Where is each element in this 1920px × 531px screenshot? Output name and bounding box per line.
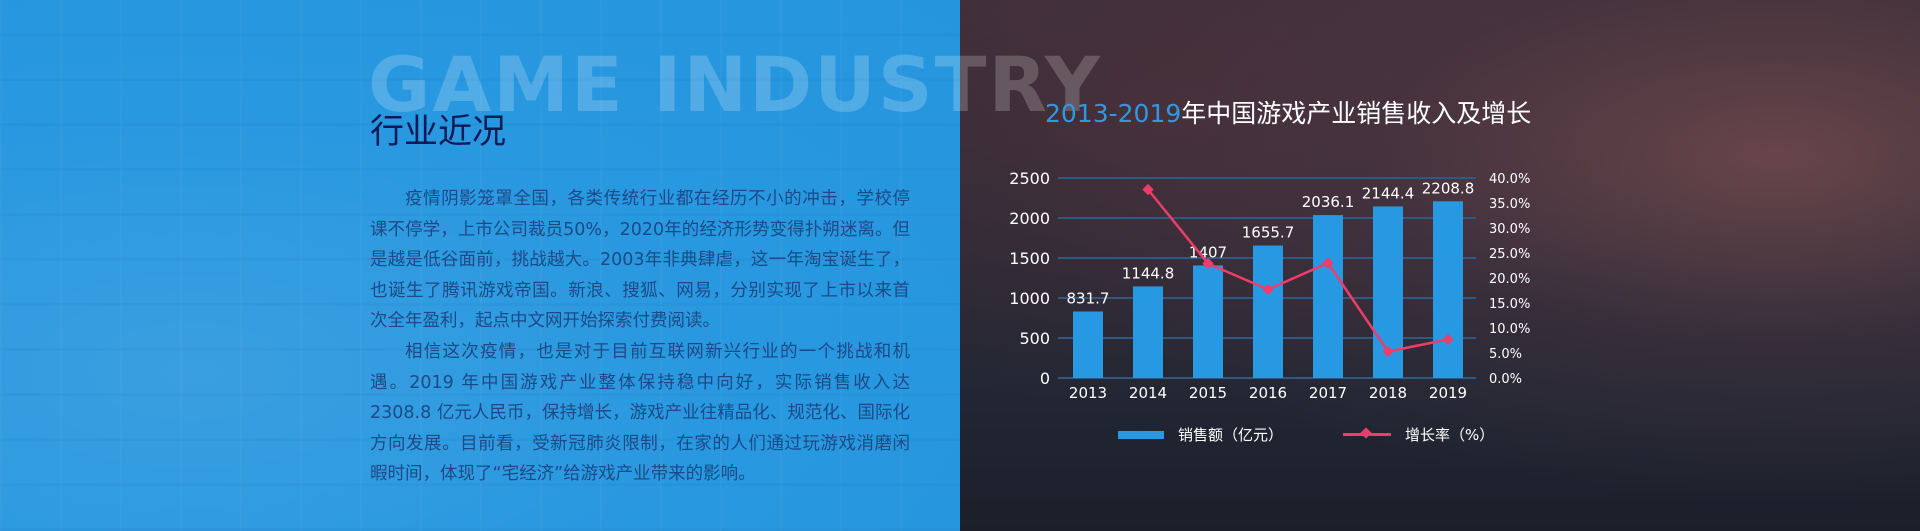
y-left-tick-label: 500 — [1019, 329, 1050, 348]
x-tick-label: 2017 — [1309, 384, 1347, 402]
growth-marker — [1262, 283, 1274, 296]
y-right-tick-label: 15.0% — [1489, 297, 1530, 312]
left-panel — [0, 0, 960, 531]
bar-value-label: 1655.7 — [1242, 224, 1295, 242]
paragraph: 相信这次疫情，也是对于目前互联网新兴行业的一个挑战和机遇。2019 年中国游戏产… — [370, 341, 910, 485]
chart-title: 2013-2019年中国游戏产业销售收入及增长 — [1045, 94, 1531, 130]
y-right-tick-label: 30.0% — [1489, 222, 1530, 237]
x-tick-label: 2015 — [1189, 384, 1227, 402]
legend-label-sales: 销售额（亿元） — [1178, 426, 1284, 444]
y-right-tick-label: 20.0% — [1489, 272, 1530, 287]
legend-bar-swatch — [1118, 430, 1164, 439]
bar — [1313, 215, 1343, 378]
growth-marker — [1202, 257, 1214, 270]
legend-line-swatch — [1343, 427, 1392, 439]
background-title: GAME INDUSTRY — [368, 40, 1102, 129]
y-right-tick-label: 0.0% — [1489, 372, 1522, 387]
bar — [1433, 201, 1463, 378]
growth-line — [1147, 188, 1449, 353]
growth-marker — [1442, 333, 1454, 346]
chart-title-years: 2013-2019 — [1045, 99, 1182, 128]
x-tick-label: 2018 — [1369, 384, 1407, 402]
y-left-tick-label: 2500 — [1009, 169, 1050, 188]
y-right-tick-label: 10.0% — [1489, 322, 1530, 337]
x-tick-label: 2016 — [1249, 384, 1287, 402]
body-text: 疫情阴影笼罩全国，各类传统行业都在经历不小的冲击，学校停课不停学，上市公司裁员5… — [370, 184, 910, 490]
legend-label-growth: 增长率（%） — [1405, 426, 1495, 444]
y-left-tick-label: 1500 — [1009, 249, 1050, 268]
growth-marker — [1382, 345, 1394, 358]
bar — [1193, 265, 1223, 378]
y-left-tick-label: 0 — [1040, 369, 1050, 388]
y-left-tick-label: 1000 — [1009, 289, 1050, 308]
x-tick-label: 2013 — [1069, 384, 1107, 402]
bar — [1133, 286, 1163, 378]
bar-value-label: 2144.4 — [1362, 184, 1415, 202]
bar-value-label: 2036.1 — [1302, 193, 1355, 211]
legend: 销售额（亿元） 增长率（%） — [1118, 424, 1494, 445]
growth-marker — [1142, 183, 1154, 196]
section-heading: 行业近况 — [370, 112, 506, 152]
bar-value-label: 2208.8 — [1422, 179, 1475, 197]
y-right-tick-label: 25.0% — [1489, 247, 1530, 262]
y-right-tick-label: 5.0% — [1489, 347, 1522, 362]
diamond-marker-icon — [1360, 427, 1372, 439]
x-tick-label: 2014 — [1129, 384, 1167, 402]
y-right-tick-label: 35.0% — [1489, 197, 1530, 212]
paragraph: 疫情阴影笼罩全国，各类传统行业都在经历不小的冲击，学校停课不停学，上市公司裁员5… — [370, 189, 910, 332]
bar — [1073, 311, 1103, 378]
y-left-tick-label: 2000 — [1009, 209, 1050, 228]
growth-marker — [1322, 257, 1334, 269]
bar-value-label: 1144.8 — [1122, 264, 1175, 282]
x-tick-label: 2019 — [1429, 384, 1467, 402]
bar-value-label: 831.7 — [1067, 289, 1110, 307]
chart-title-text: 年中国游戏产业销售收入及增长 — [1181, 99, 1532, 128]
y-right-tick-label: 40.0% — [1489, 172, 1530, 187]
bar-value-label: 1407 — [1189, 243, 1227, 261]
bar — [1253, 245, 1283, 378]
